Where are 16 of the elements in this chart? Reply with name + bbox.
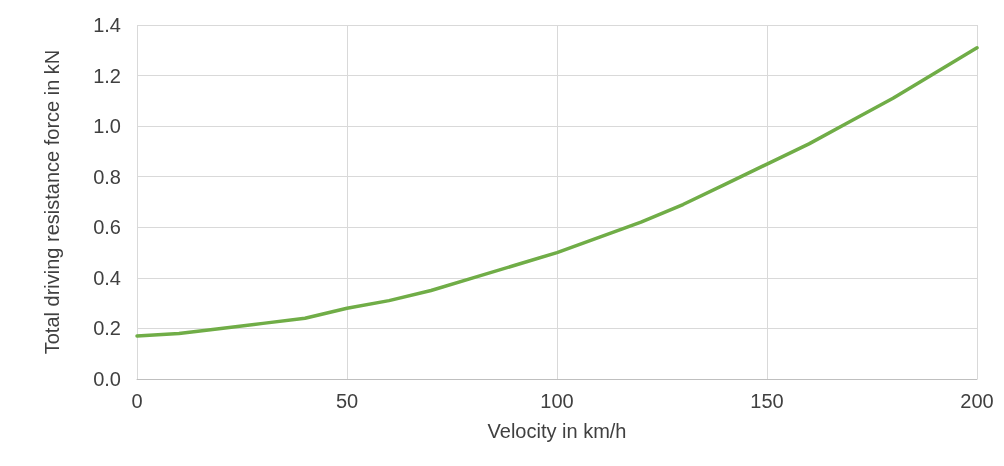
- y-tick-label: 1.0: [93, 115, 121, 138]
- y-tick-label: 1.4: [93, 14, 121, 36]
- y-tick-label: 0.2: [93, 317, 121, 340]
- line-series: [135, 46, 979, 338]
- x-tick-label: 200: [960, 390, 994, 412]
- x-tick-label: 100: [540, 390, 574, 412]
- y-tick-label: 1.2: [93, 64, 121, 87]
- y-tick-label: 0.8: [93, 165, 121, 188]
- x-tick-label: 50: [335, 390, 359, 412]
- x-axis-title: Velocity in km/h: [487, 420, 627, 442]
- x-tick-label: 0: [131, 390, 143, 412]
- x-tick-label: 150: [750, 390, 784, 412]
- y-tick-label: 0.4: [93, 266, 121, 289]
- y-tick-label: 0.0: [93, 368, 121, 390]
- y-tick-label: 0.6: [93, 216, 121, 239]
- y-axis-title: Total driving resistance force in kN: [41, 49, 63, 355]
